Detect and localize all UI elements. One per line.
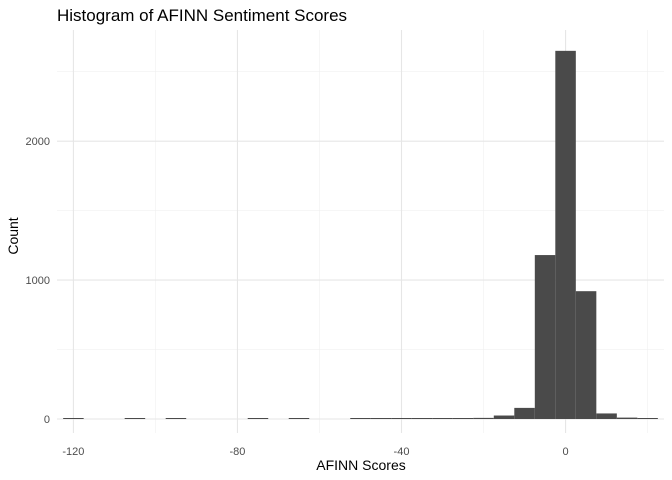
histogram-bar — [493, 415, 515, 419]
chart-title: Histogram of AFINN Sentiment Scores — [57, 6, 347, 25]
histogram-bar — [534, 255, 556, 419]
histogram-bars — [63, 50, 658, 419]
y-axis-ticks: 0 1000 2000 — [26, 136, 50, 426]
x-tick-label: -120 — [62, 446, 84, 458]
y-tick-label: 2000 — [26, 136, 50, 148]
x-tick-label: 0 — [563, 446, 569, 458]
histogram-bar — [432, 418, 453, 419]
histogram-bar — [452, 418, 474, 419]
y-tick-label: 1000 — [26, 275, 50, 287]
x-tick-label: -40 — [394, 446, 410, 458]
histogram-bar — [596, 413, 617, 419]
histogram-bar — [616, 417, 638, 419]
histogram-bar — [63, 418, 84, 419]
histogram-bar — [514, 407, 535, 419]
histogram-bar — [350, 418, 371, 419]
histogram-bar — [124, 418, 146, 419]
histogram-bar — [247, 418, 269, 419]
x-tick-label: -80 — [230, 446, 246, 458]
histogram-bar — [391, 418, 412, 419]
histogram-bar — [165, 418, 187, 419]
y-tick-label: 0 — [44, 414, 50, 426]
histogram-bar — [575, 291, 597, 419]
x-axis-title: AFINN Scores — [316, 457, 405, 473]
histogram-bar — [288, 418, 310, 419]
y-axis-title: Count — [5, 217, 21, 254]
histogram-bar — [555, 50, 576, 419]
histogram-bar — [370, 418, 392, 419]
histogram-bar — [637, 418, 658, 419]
histogram-bar — [411, 418, 433, 419]
x-axis-ticks: -120 -80 -40 0 — [62, 446, 568, 458]
histogram-bar — [473, 417, 494, 419]
